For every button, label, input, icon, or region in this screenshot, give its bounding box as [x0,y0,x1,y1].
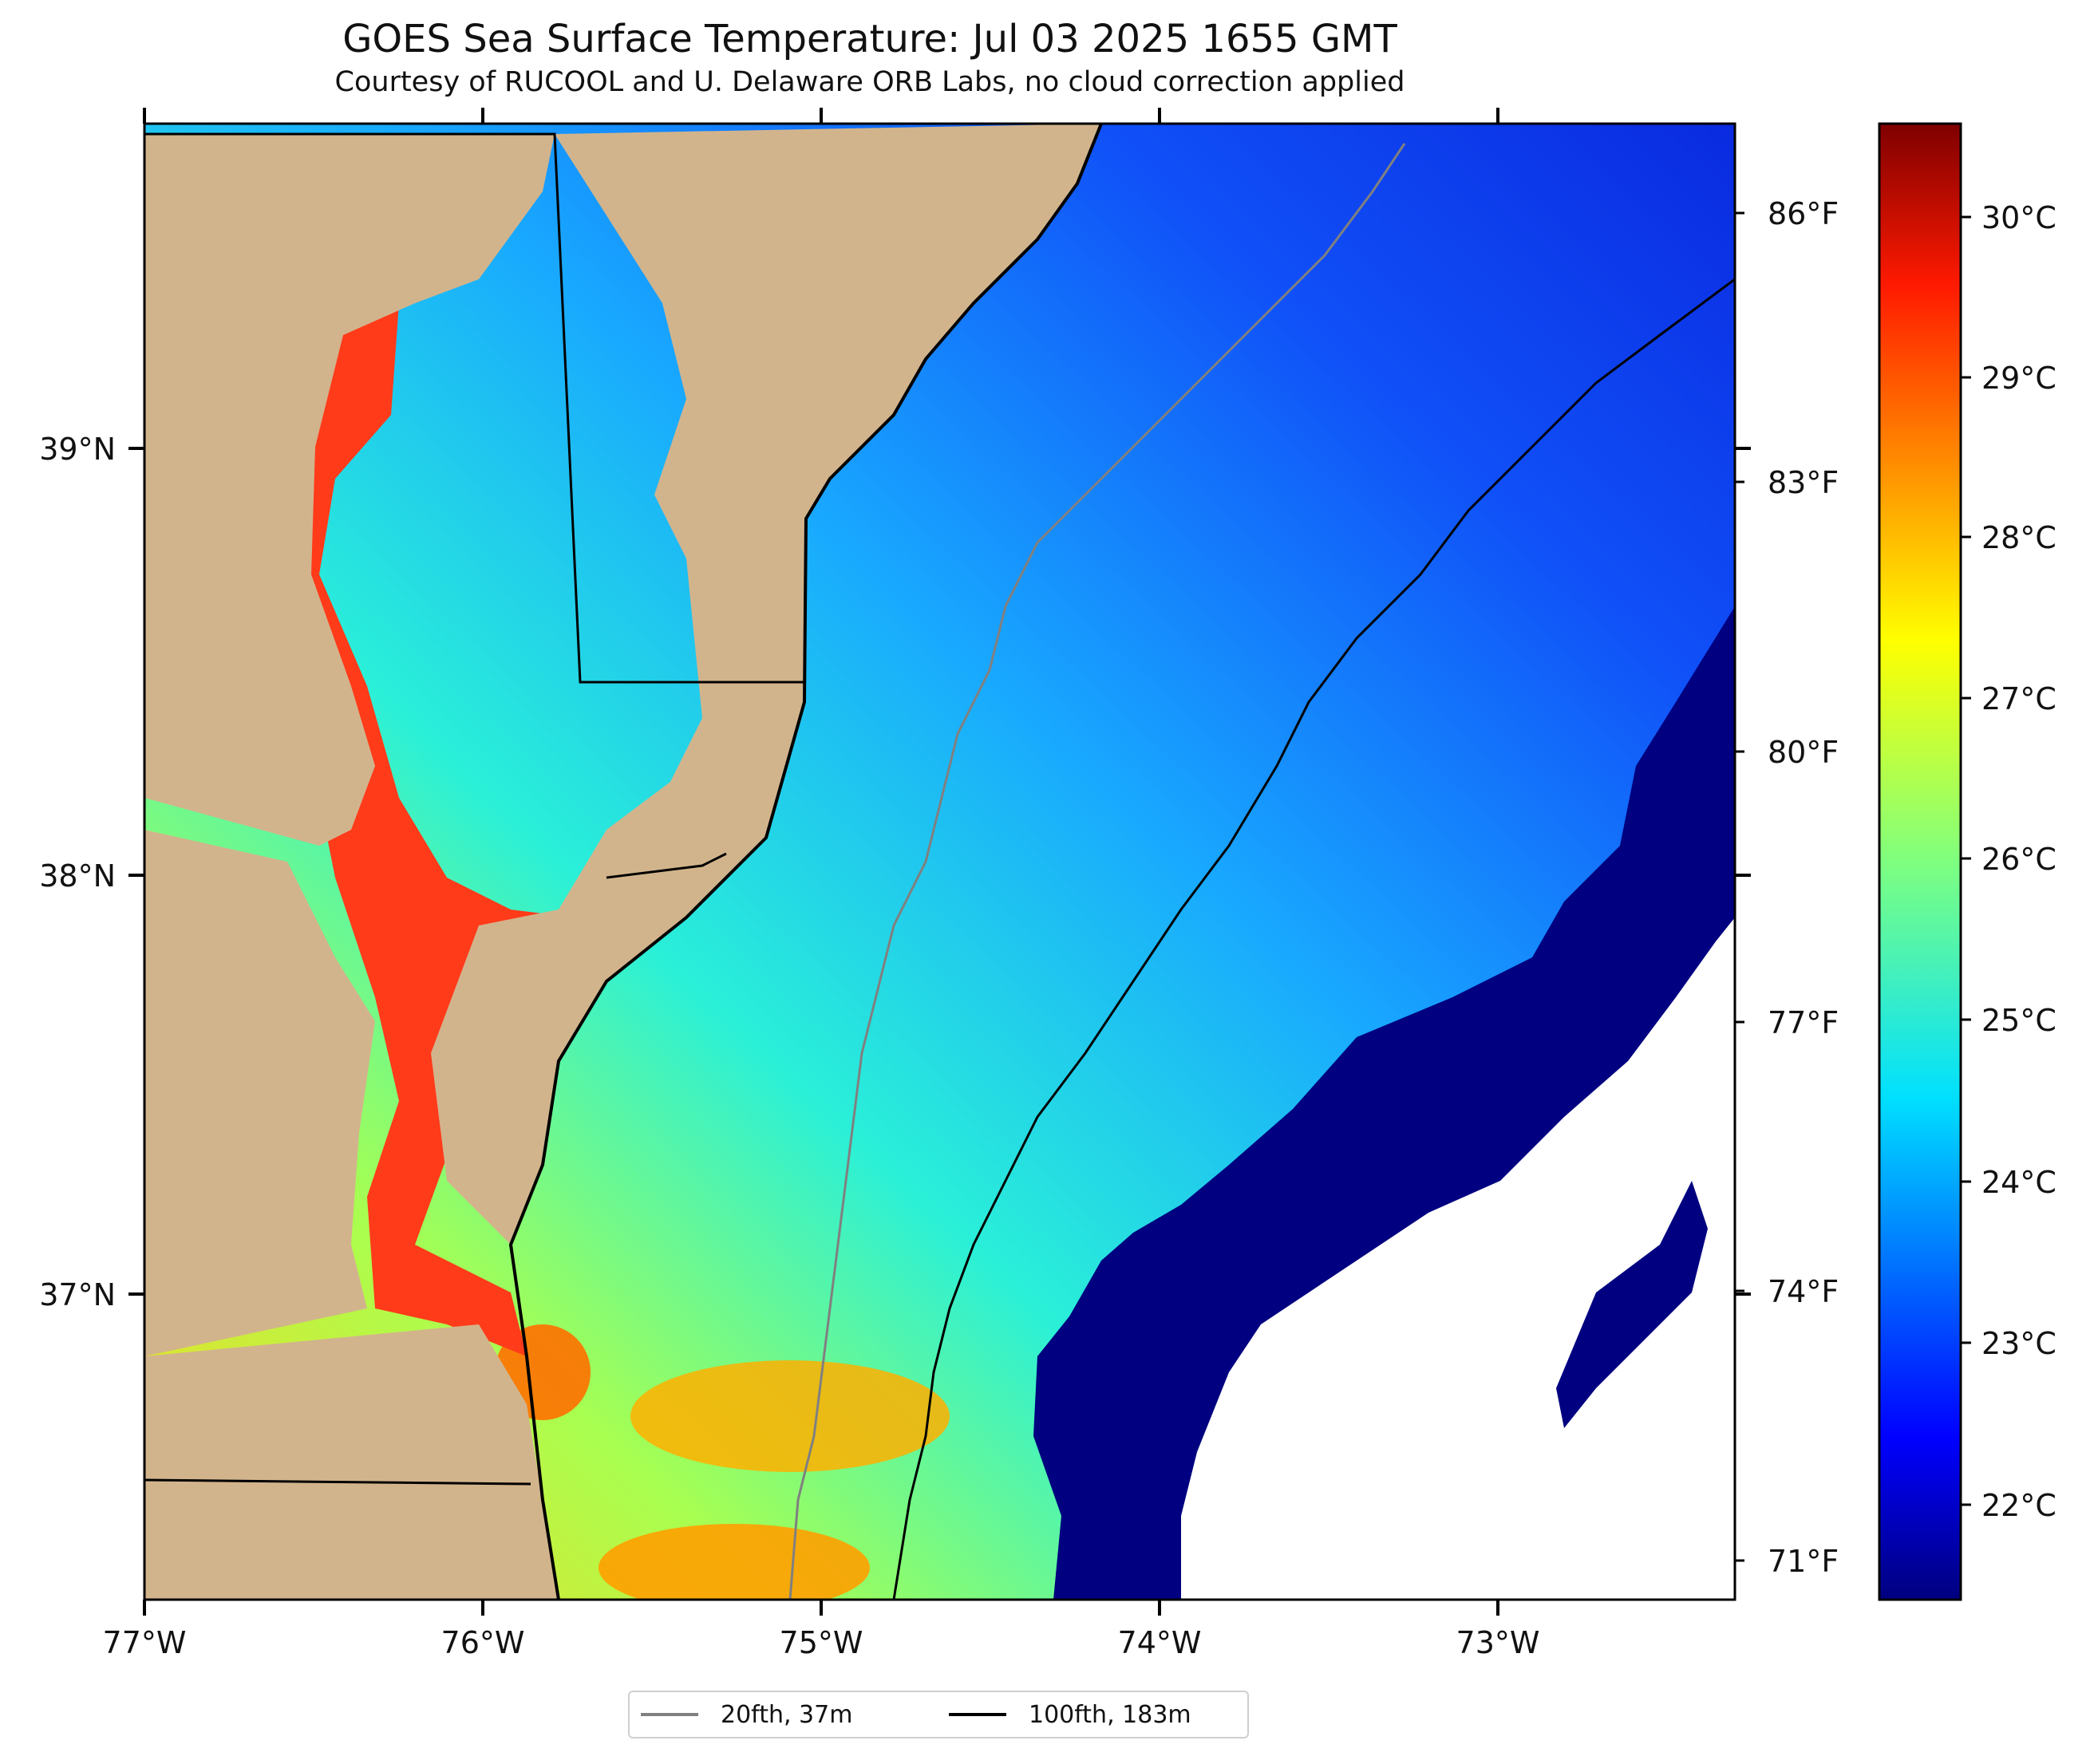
state-border [144,132,804,684]
coastline [508,124,1103,1600]
colorbar-label: 26°C [1981,842,2056,877]
legend-line-icon [949,1713,1006,1716]
colorbar-label: 30°C [1981,200,2056,235]
fahrenheit-label: 74°F [1768,1274,1839,1309]
isobath-legend: 20fth, 37m 100fth, 183m [628,1691,1249,1738]
legend-item-100fth: 100fth, 183m [949,1692,1191,1737]
fahrenheit-label: 86°F [1768,196,1839,231]
lon-tick-label: 75°W [780,1625,863,1660]
lat-tick-label: 38°N [39,858,116,894]
legend-label: 100fth, 183m [1029,1700,1191,1729]
lon-tick-label: 76°W [441,1625,525,1660]
colorbar-label: 23°C [1981,1326,2056,1361]
lat-tick-label: 37°N [39,1277,116,1312]
chart-subtitle: Courtesy of RUCOOL and U. Delaware ORB L… [334,66,1405,98]
lon-tick-label: 74°W [1118,1625,1202,1660]
land-virginia-south [144,1324,559,1600]
land-delmarva-nj [431,124,1101,1245]
state-border [606,852,727,879]
colorbar-label: 29°C [1981,361,2056,396]
lat-axis: 39°N 38°N 37°N [39,432,1751,1312]
land-maryland-west [144,134,555,846]
colorbar-label: 27°C [1981,681,2056,716]
isobath-100fth [892,278,1735,1600]
plot-frame [143,122,1736,1601]
state-border [144,1478,531,1486]
fahrenheit-axis: 86°F 83°F 80°F 77°F 74°F 71°F [1735,196,1839,1579]
colorbar-label: 25°C [1981,1003,2056,1038]
colorbar: 30°C 29°C 28°C 27°C 26°C 25°C 24°C 23°C … [1878,122,2056,1601]
cold-patch [1556,1181,1708,1428]
colorbar-label: 28°C [1981,520,2056,555]
isobath-20fth [788,143,1406,1600]
chart-title: GOES Sea Surface Temperature: Jul 03 202… [342,17,1397,61]
warm-patch [599,1524,870,1600]
lon-axis: 77°W 76°W 75°W 74°W 73°W [103,108,1540,1660]
fahrenheit-label: 71°F [1768,1544,1839,1579]
lon-tick-label: 77°W [103,1625,187,1660]
fahrenheit-label: 77°F [1768,1005,1839,1040]
colorbar-label: 22°C [1981,1488,2056,1523]
cloud-mask [1181,918,1735,1600]
colorbar-gradient [1878,122,1962,1601]
fahrenheit-label: 80°F [1768,735,1839,770]
land-virginia-west [144,830,375,1356]
legend-line-icon [641,1713,698,1716]
colorbar-label: 24°C [1981,1165,2056,1200]
lon-tick-label: 73°W [1456,1625,1540,1660]
warm-patch [630,1360,950,1472]
fahrenheit-label: 83°F [1768,465,1839,500]
legend-item-20fth: 20fth, 37m [641,1692,852,1737]
lat-tick-label: 39°N [39,432,116,467]
legend-label: 20fth, 37m [721,1700,853,1729]
